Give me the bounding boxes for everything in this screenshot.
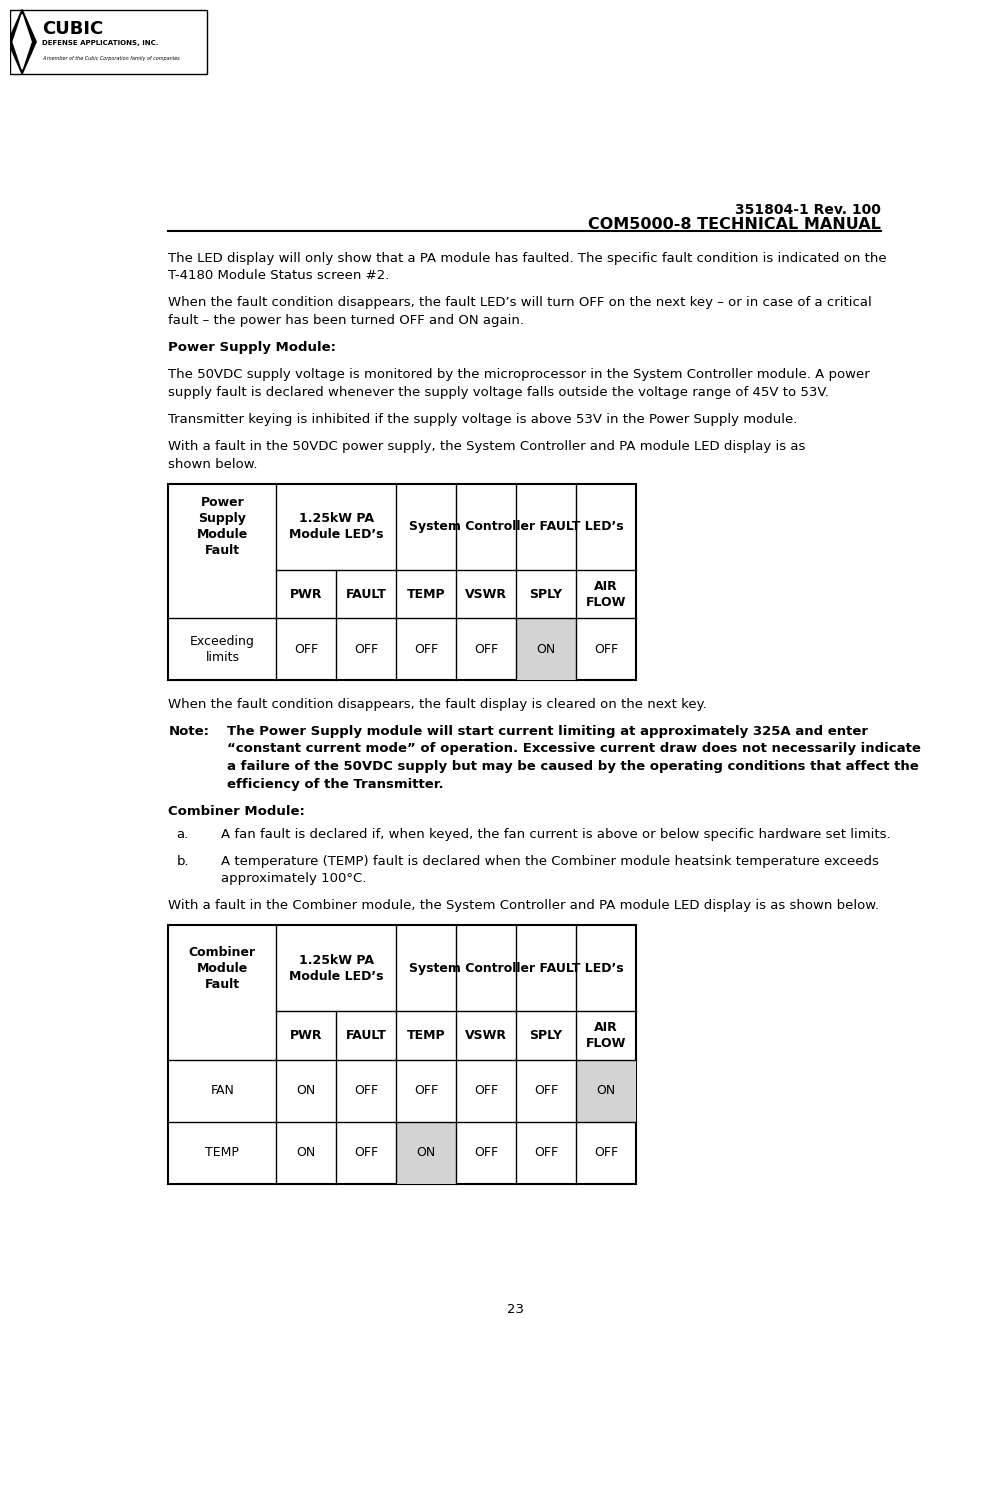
Text: Transmitter keying is inhibited if the supply voltage is above 53V in the Power : Transmitter keying is inhibited if the s… (169, 414, 798, 426)
Text: OFF: OFF (534, 1147, 558, 1160)
Text: Note:: Note: (169, 724, 209, 738)
Text: CUBIC: CUBIC (42, 21, 104, 39)
Text: FAULT: FAULT (346, 1029, 387, 1042)
Text: approximately 100°C.: approximately 100°C. (221, 872, 367, 885)
Text: The LED display will only show that a PA module has faulted. The specific fault : The LED display will only show that a PA… (169, 252, 887, 264)
Text: Combiner Module:: Combiner Module: (169, 805, 306, 818)
Text: System Controller FAULT LED’s: System Controller FAULT LED’s (409, 961, 623, 975)
Text: With a fault in the 50VDC power supply, the System Controller and PA module LED : With a fault in the 50VDC power supply, … (169, 440, 806, 452)
Text: FAULT: FAULT (346, 588, 387, 600)
FancyBboxPatch shape (169, 926, 636, 1184)
Text: FAN: FAN (210, 1084, 234, 1097)
Text: COM5000-8 TECHNICAL MANUAL: COM5000-8 TECHNICAL MANUAL (588, 216, 881, 231)
Text: supply fault is declared whenever the supply voltage falls outside the voltage r: supply fault is declared whenever the su… (169, 387, 829, 399)
Text: Power
Supply
Module
Fault: Power Supply Module Fault (197, 496, 248, 557)
Text: OFF: OFF (594, 1147, 618, 1160)
Text: A member of the Cubic Corporation family of companies: A member of the Cubic Corporation family… (42, 57, 180, 61)
Text: OFF: OFF (354, 1147, 378, 1160)
Text: ON: ON (537, 643, 556, 655)
Text: The 50VDC supply voltage is monitored by the microprocessor in the System Contro: The 50VDC supply voltage is monitored by… (169, 369, 870, 381)
Text: VSWR: VSWR (465, 1029, 507, 1042)
Text: AIR
FLOW: AIR FLOW (586, 579, 626, 609)
Text: “constant current mode” of operation. Excessive current draw does not necessaril: “constant current mode” of operation. Ex… (227, 742, 921, 755)
Text: SPLY: SPLY (530, 1029, 563, 1042)
FancyBboxPatch shape (396, 1121, 456, 1184)
Text: The Power Supply module will start current limiting at approximately 325A and en: The Power Supply module will start curre… (227, 724, 868, 738)
Text: With a fault in the Combiner module, the System Controller and PA module LED dis: With a fault in the Combiner module, the… (169, 899, 879, 912)
Text: AIR
FLOW: AIR FLOW (586, 1021, 626, 1050)
Text: OFF: OFF (354, 643, 378, 655)
Text: ON: ON (296, 1084, 316, 1097)
Text: a.: a. (176, 827, 189, 841)
Text: T-4180 Module Status screen #2.: T-4180 Module Status screen #2. (169, 269, 390, 282)
Text: OFF: OFF (594, 643, 618, 655)
Text: OFF: OFF (474, 643, 498, 655)
Text: ON: ON (596, 1084, 615, 1097)
Text: Power Supply Module:: Power Supply Module: (169, 342, 337, 354)
Text: Combiner
Module
Fault: Combiner Module Fault (189, 947, 256, 991)
Text: OFF: OFF (534, 1084, 558, 1097)
Text: ON: ON (296, 1147, 316, 1160)
Text: A fan fault is declared if, when keyed, the fan current is above or below specif: A fan fault is declared if, when keyed, … (221, 827, 891, 841)
Text: When the fault condition disappears, the fault display is cleared on the next ke: When the fault condition disappears, the… (169, 697, 708, 711)
Text: TEMP: TEMP (407, 588, 445, 600)
Text: OFF: OFF (414, 643, 438, 655)
Text: 23: 23 (507, 1303, 524, 1317)
Text: OFF: OFF (414, 1084, 438, 1097)
Text: System Controller FAULT LED’s: System Controller FAULT LED’s (409, 521, 623, 533)
Text: 351804-1 Rev. 100: 351804-1 Rev. 100 (736, 203, 881, 218)
Text: PWR: PWR (290, 588, 323, 600)
Text: b.: b. (176, 854, 189, 867)
Text: 1.25kW PA
Module LED’s: 1.25kW PA Module LED’s (289, 512, 384, 542)
Text: ON: ON (416, 1147, 436, 1160)
FancyBboxPatch shape (516, 618, 576, 681)
Polygon shape (13, 15, 31, 69)
Text: OFF: OFF (294, 643, 319, 655)
Text: PWR: PWR (290, 1029, 323, 1042)
FancyBboxPatch shape (169, 484, 636, 681)
Text: Exceeding
limits: Exceeding limits (190, 635, 255, 664)
FancyBboxPatch shape (576, 1060, 636, 1121)
Text: OFF: OFF (474, 1147, 498, 1160)
Text: VSWR: VSWR (465, 588, 507, 600)
Text: DEFENSE APPLICATIONS, INC.: DEFENSE APPLICATIONS, INC. (42, 40, 159, 46)
Text: shown below.: shown below. (169, 458, 258, 470)
Polygon shape (8, 9, 36, 75)
Text: 1.25kW PA
Module LED’s: 1.25kW PA Module LED’s (289, 954, 384, 982)
Text: SPLY: SPLY (530, 588, 563, 600)
Text: When the fault condition disappears, the fault LED’s will turn OFF on the next k: When the fault condition disappears, the… (169, 297, 872, 309)
Text: fault – the power has been turned OFF and ON again.: fault – the power has been turned OFF an… (169, 314, 525, 327)
FancyBboxPatch shape (10, 9, 207, 75)
Text: TEMP: TEMP (205, 1147, 239, 1160)
Text: a failure of the 50VDC supply but may be caused by the operating conditions that: a failure of the 50VDC supply but may be… (227, 760, 919, 773)
Text: efficiency of the Transmitter.: efficiency of the Transmitter. (227, 778, 443, 791)
Text: TEMP: TEMP (407, 1029, 445, 1042)
Text: A temperature (TEMP) fault is declared when the Combiner module heatsink tempera: A temperature (TEMP) fault is declared w… (221, 854, 879, 867)
Text: OFF: OFF (474, 1084, 498, 1097)
Text: OFF: OFF (354, 1084, 378, 1097)
